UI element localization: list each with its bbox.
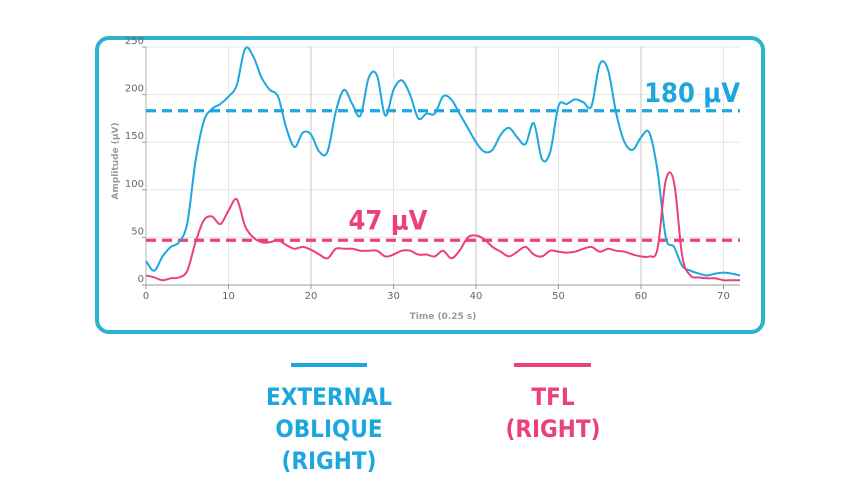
series-line-1 <box>145 171 740 282</box>
x-tick-label: 50 <box>552 291 565 302</box>
y-tick-label: 150 <box>125 131 144 142</box>
y-tick-label: 0 <box>138 274 144 285</box>
x-tick-label: 30 <box>387 291 400 302</box>
x-tick-label: 40 <box>470 291 483 302</box>
reference-line-label: 47 µV <box>349 205 428 236</box>
x-tick-label: 70 <box>717 291 730 302</box>
legend-swatch-tfl <box>514 363 591 367</box>
legend-label-tfl: TFL (RIGHT) <box>505 383 601 443</box>
reference-lines: 180 µV 47 µV <box>146 77 741 242</box>
tick-labels: 0 50 100 150 200 250 0 10 20 30 40 50 60 70 <box>125 36 730 302</box>
x-tick-label: 0 <box>143 291 149 302</box>
chart-series <box>145 46 741 282</box>
x-tick-label: 10 <box>222 291 235 302</box>
x-tick-label: 20 <box>305 291 318 302</box>
y-tick-label: 200 <box>125 84 144 95</box>
chart-grid <box>145 46 740 286</box>
legend-swatch-external-oblique <box>291 363 367 367</box>
chart-axes <box>142 46 740 289</box>
legend-label-external-oblique: EXTERNAL OBLIQUE (RIGHT) <box>265 383 393 475</box>
x-tick-label: 60 <box>635 291 648 302</box>
y-tick-label: 50 <box>131 226 144 237</box>
y-axis-title: Amplitude (µV) <box>111 122 121 199</box>
reference-line-label: 180 µV <box>644 78 740 109</box>
y-tick-label: 250 <box>125 36 144 47</box>
x-axis-title: Time (0.25 s) <box>410 312 477 322</box>
y-tick-label: 100 <box>125 179 144 190</box>
series-line-0 <box>145 46 741 277</box>
